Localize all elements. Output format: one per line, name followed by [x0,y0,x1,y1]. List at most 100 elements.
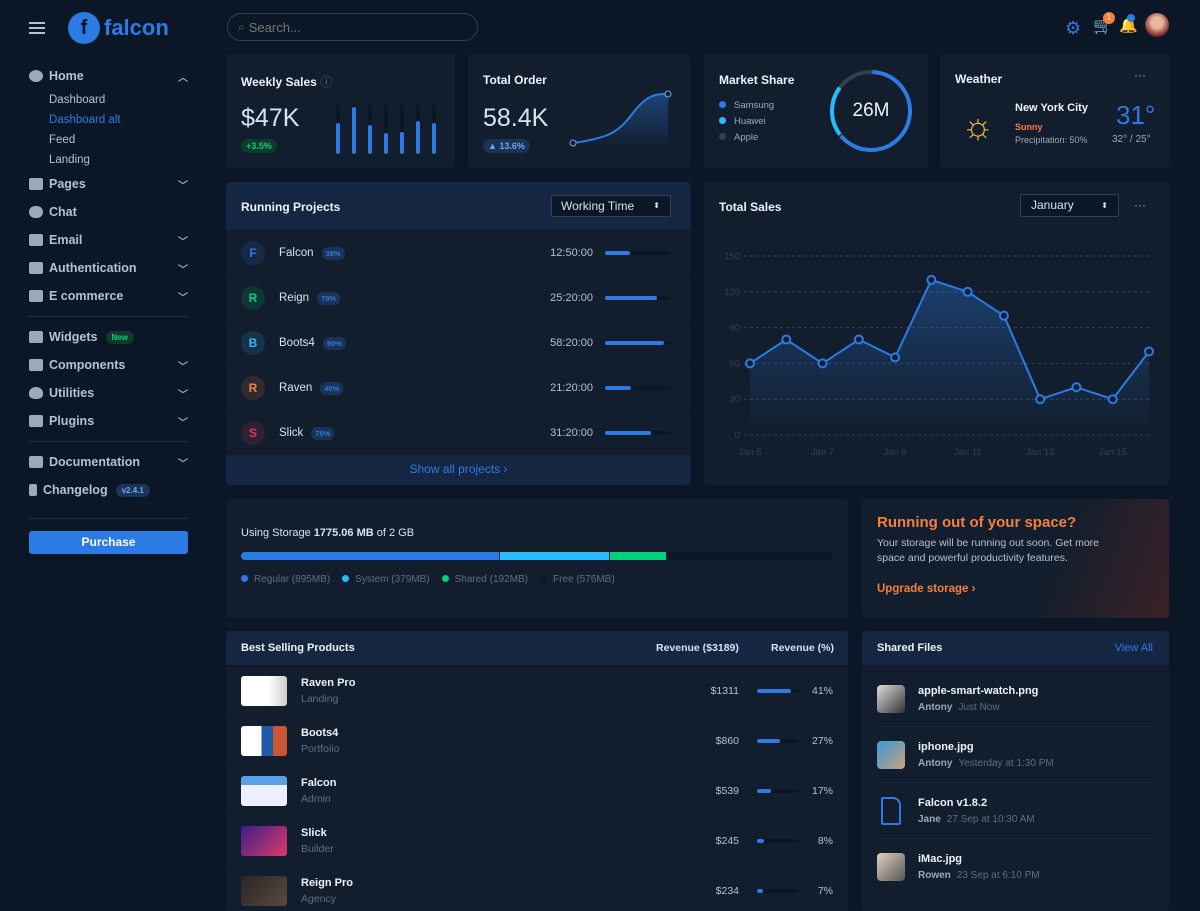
sales-point[interactable] [1144,346,1154,357]
project-row[interactable]: R Raven 40% 21:20:00 [226,365,691,410]
product-row[interactable]: Boots4 Portfolio $860 27% [226,715,848,765]
project-name: Boots4 [279,337,315,349]
fire-icon [29,387,43,399]
menu-toggle-icon[interactable] [29,22,45,34]
x-tick-label: Jan 11 [954,447,982,458]
product-row[interactable]: Reign Pro Agency $234 7% [226,865,848,911]
sidebar-item-ecommerce[interactable]: E commerce ﹀ [29,282,188,310]
working-time-select[interactable]: Working Time ⬍ [551,195,671,217]
project-progress-bar [605,251,671,255]
sales-point[interactable] [890,352,901,363]
sidebar-item-home[interactable]: Home ︿ [29,62,188,90]
sidebar-subitem-feed[interactable]: Feed [49,134,76,146]
sales-point[interactable] [926,274,937,285]
project-percent-badge: 70% [311,426,335,440]
project-progress-bar [605,386,671,390]
project-row[interactable]: B Boots4 90% 58:20:00 [226,320,691,365]
total-sales-card: Total Sales January ⬍ ··· 0 30 60 90 120 150 Ja… [704,182,1169,485]
file-row[interactable]: apple-smart-watch.png Antony Just Now [877,671,1154,727]
product-row[interactable]: Falcon Admin $539 17% [226,765,848,815]
product-thumbnail [241,775,287,806]
product-row[interactable]: Raven Pro Landing $1311 41% [226,665,848,715]
sun-icon: ☼ [961,105,995,146]
more-options-icon[interactable]: ··· [1134,68,1146,82]
new-badge: New [105,330,134,344]
storage-legend-item: System (379MB) [342,574,430,585]
project-percent-badge: 40% [320,381,344,395]
sales-point[interactable] [962,286,973,297]
sidebar-subitem-landing[interactable]: Landing [49,154,90,166]
project-row[interactable]: F Falcon 38% 12:50:00 [226,230,691,275]
sidebar-item-chat[interactable]: Chat [29,198,188,226]
sidebar-subitem-dashboard-alt[interactable]: Dashboard alt [49,114,121,126]
sales-point[interactable] [817,358,828,369]
project-row[interactable]: S Slick 70% 31:20:00 [226,410,691,455]
sales-point[interactable] [1107,394,1118,405]
project-time: 25:20:00 [550,292,593,304]
sidebar-item-documentation[interactable]: Documentation ﹀ [29,448,188,476]
project-row[interactable]: R Reign 79% 25:20:00 [226,275,691,320]
sidebar-item-authentication[interactable]: Authentication ﹀ [29,254,188,282]
product-revenue-percent: 27% [811,734,833,747]
project-time: 31:20:00 [550,427,593,439]
card-title: Shared Files [877,642,943,654]
file-thumbnail [877,684,905,713]
month-select[interactable]: January ⬍ [1020,194,1119,217]
chevron-down-icon: ﹀ [178,389,188,401]
sidebar-subitem-dashboard[interactable]: Dashboard [49,94,106,106]
sidebar-item-widgets[interactable]: Widgets New [29,323,188,351]
sidebar-item-email[interactable]: Email ﹀ [29,226,188,254]
info-icon[interactable]: ⓘ [320,75,333,89]
weather-condition: Sunny [1015,122,1043,132]
chevron-down-icon: ﹀ [178,236,188,248]
file-archive-icon [881,796,901,825]
product-thumbnail [241,825,287,856]
promo-title: Running out of your space? [877,514,1077,531]
sales-line [749,278,1150,401]
sales-point[interactable] [998,310,1009,321]
product-name: Reign Pro [301,876,353,889]
project-name: Reign [279,292,310,304]
chevron-down-icon: ﹀ [178,264,188,276]
notification-bell-icon[interactable]: 🔔 [1119,14,1138,34]
user-avatar[interactable] [1145,13,1169,37]
falcon-logo[interactable]: f falcon [68,12,169,44]
file-row[interactable]: Falcon v1.8.2 Jane 27 Sep at 10:30 AM [877,783,1154,839]
product-type: Landing [301,692,339,705]
view-all-link[interactable]: View All [1114,642,1153,654]
legend-item: Huawei [719,114,774,130]
envelope-icon [29,234,43,246]
search-box[interactable]: ⌕ [227,13,478,41]
cart-icon[interactable]: 🛒 1 [1093,12,1115,36]
file-time: Yesterday at 1:30 PM [958,757,1054,769]
sidebar-item-changelog[interactable]: Changelog v2.4.1 [29,476,188,504]
best-selling-products-card: Best Selling Products Revenue ($3189) Re… [226,631,848,911]
sales-point[interactable] [853,334,864,345]
card-title: Total Order [483,73,547,87]
sales-point[interactable] [1071,382,1082,393]
sales-point[interactable] [781,334,792,345]
card-title: Weekly Sales [241,75,317,89]
search-input[interactable] [248,19,449,35]
file-row[interactable]: iphone.jpg Antony Yesterday at 1:30 PM [877,727,1154,783]
show-all-projects-link[interactable]: Show all projects › [226,455,691,485]
sidebar-item-plugins[interactable]: Plugins ﹀ [29,407,188,435]
product-row[interactable]: Slick Builder $245 8% [226,815,848,865]
product-revenue-percent: 7% [817,884,833,897]
running-projects-card: Running Projects Working Time ⬍ F Falcon 38… [226,182,691,485]
product-thumbnail [241,725,287,756]
card-title: Market Share [719,73,795,87]
search-icon: ⌕ [238,19,245,34]
sidebar-item-pages[interactable]: Pages ﹀ [29,170,188,198]
purchase-button[interactable]: Purchase [29,531,188,554]
sales-point[interactable] [1035,394,1046,405]
sidebar-item-components[interactable]: Components ﹀ [29,351,188,379]
settings-icon[interactable]: ⚙ [1065,18,1082,38]
legend-item: Samsung [719,98,774,114]
sales-point[interactable] [745,358,755,369]
file-row[interactable]: iMac.jpg Rowen 23 Sep at 6:10 PM [877,839,1154,895]
more-options-icon[interactable]: ··· [1134,198,1146,212]
sidebar-item-utilities[interactable]: Utilities ﹀ [29,379,188,407]
sort-icon: ⬍ [653,201,660,210]
upgrade-storage-link[interactable]: Upgrade storage › [877,583,976,595]
